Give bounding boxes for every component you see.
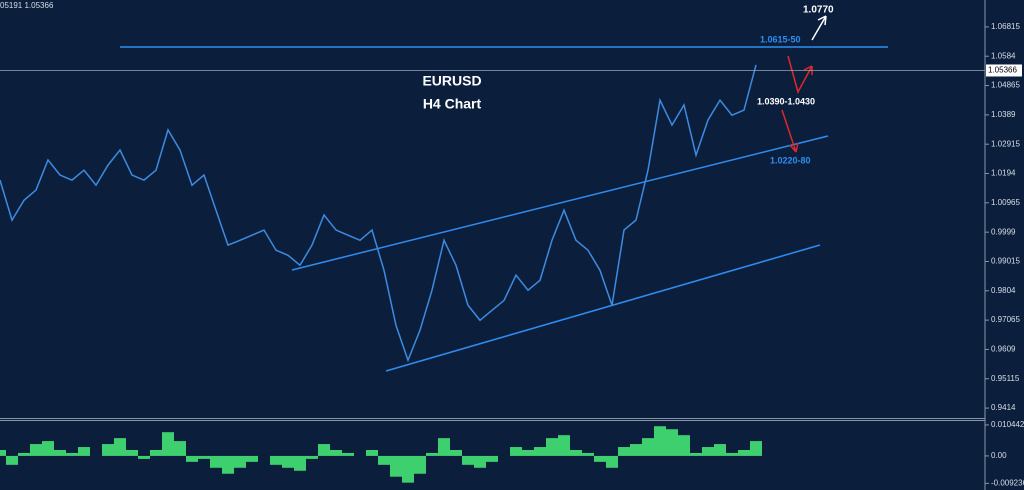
oscillator-bar [78, 447, 90, 456]
oscillator-bar [174, 441, 186, 456]
y-tick-label: 0.9999 [991, 227, 1016, 236]
y-tick-label: 1.06815 [991, 22, 1020, 31]
oscillator-bar [282, 455, 294, 468]
y-tick-label: 0.9609 [991, 345, 1016, 354]
oscillator-bar [294, 455, 306, 471]
oscillator-bar [522, 449, 534, 456]
annotation: 1.0615-50 [760, 34, 801, 44]
oscillator-bar [306, 455, 318, 459]
oscillator-bar [654, 426, 666, 456]
oscillator-bar [18, 452, 30, 456]
oscillator-bar [534, 447, 546, 456]
oscillator-bar [546, 438, 558, 456]
oscillator-bar [270, 455, 282, 465]
annotation: 1.0770 [803, 5, 834, 16]
oscillator-bar [210, 455, 222, 468]
oscillator-bar [378, 455, 390, 465]
oscillator-bar [186, 455, 198, 462]
chart-subtitle: H4 Chart [423, 96, 482, 112]
y-tick-label: 0.97065 [991, 315, 1020, 324]
oscillator-bar [30, 444, 42, 456]
oscillator-bar [618, 447, 630, 456]
oscillator-bar [150, 449, 162, 456]
price-line [0, 64, 757, 363]
oscillator-bar [6, 455, 18, 465]
oscillator-bar [606, 455, 618, 468]
oscillator-bar [558, 435, 570, 456]
oscillator-bar [678, 435, 690, 456]
channel-upper [291, 135, 829, 271]
info-label: 05191 1.05366 [0, 1, 54, 10]
y-tick-label: 0.9804 [991, 286, 1016, 295]
oscillator-bar [222, 455, 234, 474]
channel-lower [385, 244, 821, 372]
oscillator-bar [750, 441, 762, 456]
oscillator-bar [690, 452, 702, 456]
oscillator-bar [114, 438, 126, 456]
annotation: 1.0390-1.0430 [757, 96, 815, 106]
oscillator-bar [102, 444, 114, 456]
oscillator-bar [726, 452, 738, 456]
y-tick-label: 0.9414 [991, 403, 1016, 412]
oscillator-bar [234, 455, 246, 468]
y-tick-label: 1.02915 [991, 139, 1020, 148]
oscillator-bar [594, 455, 606, 462]
oscillator-bar [66, 452, 78, 456]
oscillator-bar [330, 449, 342, 456]
arrows [781, 15, 827, 153]
oscillator-bar [450, 449, 462, 456]
oscillator-bar [390, 455, 402, 477]
arrow [781, 109, 799, 153]
oscillator-bar [342, 452, 354, 456]
oscillator-bar [246, 455, 258, 462]
oscillator-bar [42, 441, 54, 456]
oscillator-bar [642, 438, 654, 456]
current-price-box [986, 64, 1022, 77]
y-tick-label: 1.04865 [991, 81, 1020, 90]
current-price-label: 1.05366 [988, 66, 1017, 75]
oscillator-bar [630, 444, 642, 456]
oscillator-bar [474, 455, 486, 468]
y-tick-label: 0.010442 [991, 420, 1024, 429]
oscillator-bar [162, 432, 174, 456]
y-tick-label: -0.009236 [991, 478, 1024, 487]
oscillator-bar [666, 429, 678, 456]
y-tick-label: 0.00 [991, 451, 1007, 460]
oscillator-bar [438, 438, 450, 456]
oscillator-bar [738, 449, 750, 456]
oscillator-bar [126, 449, 138, 456]
y-tick-label: 0.99015 [991, 257, 1020, 266]
oscillator-bar [366, 449, 378, 456]
oscillator-bar [462, 455, 474, 465]
oscillator-bar [702, 447, 714, 456]
oscillator-bar [570, 449, 582, 456]
annotation: 1.0220-80 [770, 155, 811, 165]
oscillator-bar [402, 455, 414, 483]
y-tick-label: 0.95115 [991, 374, 1020, 383]
oscillator-bar [582, 452, 594, 456]
oscillator-bar [54, 449, 66, 456]
y-tick-label: 1.00965 [991, 198, 1020, 207]
arrow [811, 15, 827, 41]
y-tick-label: 1.0389 [991, 110, 1016, 119]
y-tick-label: 1.0194 [991, 169, 1016, 178]
chart-title: EURUSD [422, 73, 481, 89]
oscillator-bar [414, 455, 426, 474]
oscillator-bar [138, 455, 150, 459]
oscillator-bar [198, 455, 210, 459]
oscillator-bar [426, 452, 438, 456]
oscillator-bar [510, 447, 522, 456]
oscillator-bar [714, 444, 726, 456]
y-tick-label: 1.0584 [991, 51, 1016, 60]
oscillator-bar [0, 449, 6, 456]
oscillator-bar [318, 444, 330, 456]
oscillator-bar [486, 455, 498, 462]
